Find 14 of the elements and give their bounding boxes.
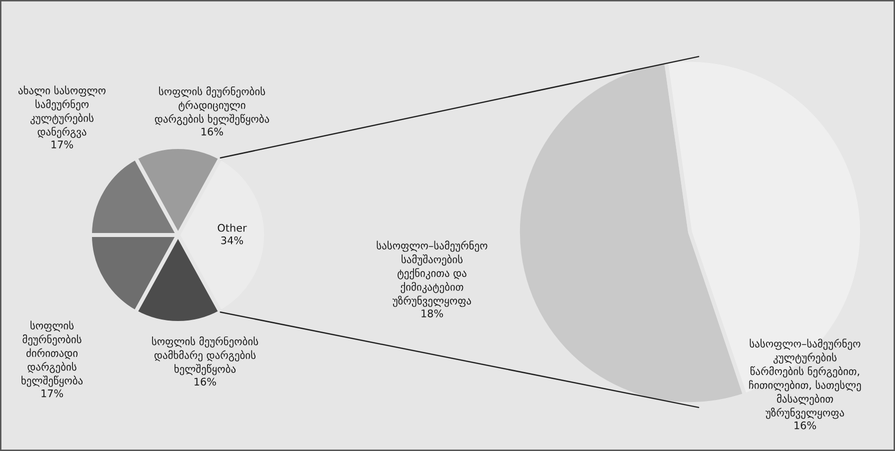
slice-label: სოფლის მეურნეობის ძირითადი დარგების ხელშეწყობა — [22, 320, 83, 387]
data-label: 16% — [202, 128, 223, 136]
slice-label: Other — [218, 224, 247, 232]
data-label: 17% — [52, 140, 73, 148]
slice-label: სოფლის მეურნეობის დამხმარე დარგების ხელშეწყობა — [152, 336, 258, 376]
data-label: 18% — [422, 309, 443, 318]
data-label: 16% — [794, 421, 816, 430]
slice-label: სოფლის მეურნეობის ტრადიციული დარგების ხელშეწყობა — [154, 86, 270, 126]
slice-label: სასოფლო–სამეურნეო კულტურების წარმოების ნერგებით, ჩითილებით, სათესლე მასალებით უზრუნველყოფა — [749, 338, 861, 419]
data-label: 16% — [194, 378, 216, 386]
data-label: 17% — [42, 389, 63, 398]
slice-label: ახალი სასოფლო სამეურნეო კულტურების დანერგვა — [18, 86, 106, 138]
data-label: 34% — [221, 236, 243, 244]
slice-label: სასოფლო–სამეურნეო სამუშაოების ტექნიკითა და ქიმიკატებით უზრუნველყოფა — [376, 240, 488, 307]
